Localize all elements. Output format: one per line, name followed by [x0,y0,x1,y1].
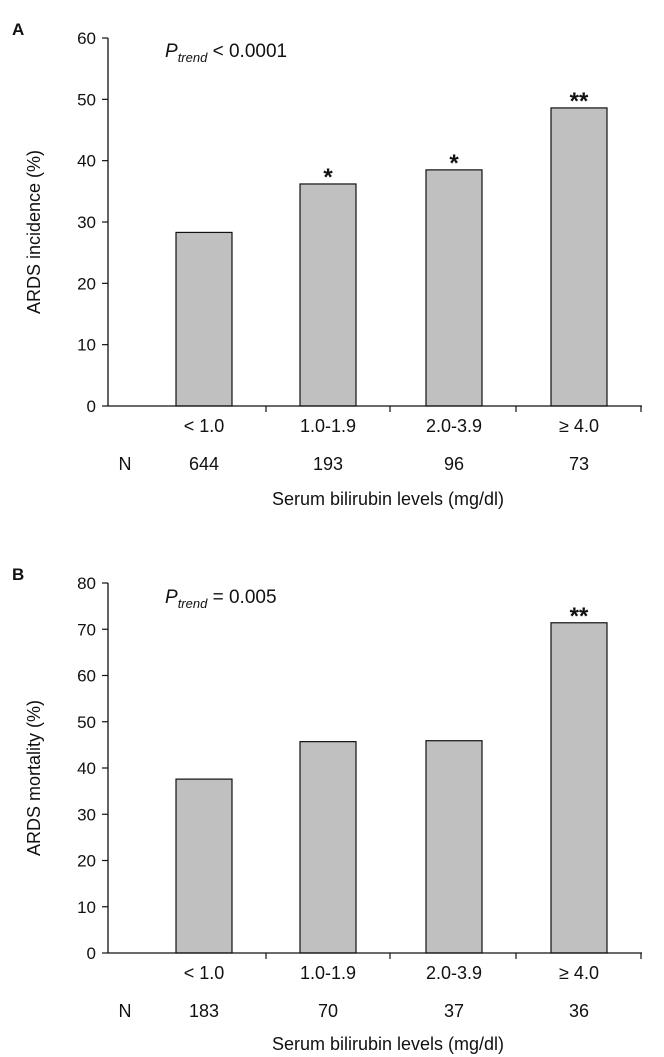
p-trend-annotation: Ptrend < 0.0001 [165,41,287,65]
y-axis-title: ARDS incidence (%) [24,150,44,314]
bar-4 [550,622,608,954]
category-label: ≥ 4.0 [559,416,599,436]
y-tick-label: 0 [87,944,96,963]
n-value: 70 [318,1001,338,1021]
category-label: < 1.0 [184,416,225,436]
panel-b: B ** 0 10 20 30 40 50 60 70 80 < 1.0 1.0-1.9 2.0-3.9 ≥… [12,565,642,1054]
y-tick-label: 10 [77,336,96,355]
y-tick-label: 50 [77,90,96,109]
y-tick-label: 40 [77,759,96,778]
category-label: 1.0-1.9 [300,963,356,983]
panel-letter: B [12,565,24,584]
n-value: 36 [569,1001,589,1021]
category-label: 2.0-3.9 [426,416,482,436]
y-tick-label: 10 [77,898,96,917]
x-axis-title: Serum bilirubin levels (mg/dl) [272,1034,504,1054]
y-tick-label: 30 [77,805,96,824]
n-value: 73 [569,454,589,474]
y-tick-label: 0 [87,397,96,416]
y-tick-label: 50 [77,713,96,732]
bar-1 [175,231,233,407]
y-axis-title: ARDS mortality (%) [24,700,44,856]
bar-4 [550,107,608,407]
y-tick-label: 40 [77,152,96,171]
y-tick-label: 20 [77,852,96,871]
n-row-label: N [119,454,132,474]
n-value: 644 [189,454,219,474]
y-tick-label: 70 [77,620,96,639]
bar-2 [299,183,357,407]
panel-letter: A [12,20,24,39]
category-label: 2.0-3.9 [426,963,482,983]
n-value: 37 [444,1001,464,1021]
p-trend-annotation: Ptrend = 0.005 [165,587,277,611]
y-tick-label: 60 [77,29,96,48]
significance-marker: ** [570,88,589,115]
bar-1 [175,778,233,954]
significance-marker: ** [570,603,589,630]
significance-marker: * [449,150,459,177]
significance-marker: * [323,164,333,191]
bar-2 [299,741,357,954]
category-label: ≥ 4.0 [559,963,599,983]
category-label: 1.0-1.9 [300,416,356,436]
bar-3 [425,740,483,954]
bar-3 [425,169,483,407]
y-tick-label: 80 [77,574,96,593]
y-tick-label: 20 [77,274,96,293]
n-value: 193 [313,454,343,474]
n-value: 96 [444,454,464,474]
y-tick-label: 60 [77,667,96,686]
n-value: 183 [189,1001,219,1021]
n-row-label: N [119,1001,132,1021]
y-tick-label: 30 [77,213,96,232]
x-axis-title: Serum bilirubin levels (mg/dl) [272,489,504,509]
category-label: < 1.0 [184,963,225,983]
